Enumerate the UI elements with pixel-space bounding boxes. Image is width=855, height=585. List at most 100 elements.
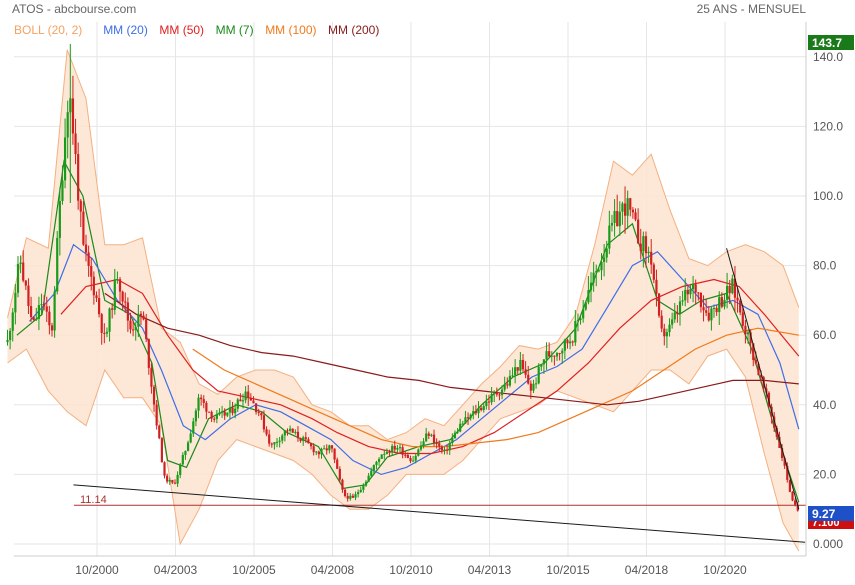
recent-trend-line bbox=[726, 248, 800, 510]
candle-body bbox=[778, 436, 781, 448]
candle-body bbox=[582, 309, 585, 319]
y-tick-label: 120.0 bbox=[813, 119, 843, 133]
candle-body bbox=[268, 434, 271, 444]
candle-body bbox=[186, 442, 190, 451]
high-badge-label: 143.7 bbox=[812, 36, 842, 50]
candle-body bbox=[495, 392, 498, 395]
candle-body bbox=[532, 383, 535, 391]
x-tick-label: 10/2020 bbox=[703, 563, 747, 577]
candle-body bbox=[752, 343, 755, 360]
candle-body bbox=[90, 265, 93, 277]
candle-body bbox=[414, 455, 417, 461]
candle-body bbox=[720, 297, 723, 307]
x-tick-label: 04/2013 bbox=[468, 563, 512, 577]
candle-body bbox=[775, 427, 778, 437]
candle-body bbox=[315, 451, 318, 453]
candle-body bbox=[27, 285, 30, 307]
x-tick-label: 10/2010 bbox=[389, 563, 433, 577]
candle-body bbox=[111, 308, 114, 310]
candle-body bbox=[435, 443, 438, 445]
candle-body bbox=[158, 425, 161, 439]
candle-body bbox=[710, 308, 713, 321]
period-label: 25 ANS - MENSUEL bbox=[697, 2, 807, 16]
candle-body bbox=[126, 302, 129, 321]
candle-body bbox=[87, 252, 90, 266]
y-tick-label: 0.000 bbox=[813, 537, 843, 551]
candle-body bbox=[498, 394, 501, 396]
candle-body bbox=[74, 133, 77, 155]
candle-body bbox=[401, 447, 404, 455]
candle-body bbox=[171, 479, 174, 483]
x-tick-label: 10/2015 bbox=[546, 563, 590, 577]
moving-average-line bbox=[192, 327, 799, 448]
candle-body bbox=[124, 301, 127, 303]
candle-body bbox=[202, 399, 205, 403]
candle-body bbox=[411, 460, 415, 462]
candle-body bbox=[516, 367, 519, 371]
candle-body bbox=[43, 304, 46, 307]
candle-body bbox=[558, 353, 561, 355]
candle-body bbox=[19, 262, 22, 264]
candle-body bbox=[508, 375, 512, 386]
candle-body bbox=[260, 413, 263, 416]
candle-body bbox=[663, 328, 666, 337]
candle-body bbox=[372, 465, 375, 471]
candle-body bbox=[715, 307, 718, 313]
candle-body bbox=[152, 386, 156, 405]
candle-body bbox=[249, 398, 252, 401]
candle-body bbox=[404, 454, 407, 456]
candle-body bbox=[121, 291, 124, 302]
candle-body bbox=[354, 494, 357, 498]
candle-body bbox=[446, 449, 449, 451]
legend-item: MM (7) bbox=[216, 23, 254, 37]
candle-body bbox=[545, 351, 548, 360]
candle-body bbox=[597, 270, 600, 272]
y-tick-label: 60.0 bbox=[813, 328, 837, 342]
moving-averages bbox=[16, 159, 800, 503]
candle-body bbox=[678, 301, 682, 315]
candle-body bbox=[563, 339, 566, 351]
candle-body bbox=[589, 282, 593, 291]
candle-body bbox=[629, 198, 632, 210]
candle-body bbox=[472, 411, 475, 415]
y-tick-label: 80.0 bbox=[813, 259, 837, 273]
candle-body bbox=[576, 319, 580, 322]
candle-body bbox=[343, 489, 347, 497]
candle-body bbox=[493, 392, 496, 394]
candle-body bbox=[657, 293, 661, 316]
candle-body bbox=[686, 289, 689, 295]
candle-body bbox=[357, 492, 360, 495]
candle-body bbox=[163, 462, 166, 476]
candle-body bbox=[506, 384, 509, 386]
candle-body bbox=[623, 203, 627, 216]
candle-body bbox=[9, 330, 12, 341]
candle-body bbox=[595, 271, 598, 273]
candle-body bbox=[84, 244, 88, 253]
candle-body bbox=[464, 417, 467, 424]
candle-body bbox=[231, 407, 234, 414]
candle-body bbox=[289, 428, 292, 431]
candle-body bbox=[241, 400, 245, 402]
candle-body bbox=[257, 412, 260, 414]
bollinger-upper bbox=[7, 49, 800, 441]
legend-item: MM (20) bbox=[103, 23, 148, 37]
candle-body bbox=[634, 212, 637, 220]
last-badge-label: 9.27 bbox=[812, 507, 836, 521]
candle-body bbox=[626, 198, 629, 216]
candle-body bbox=[723, 299, 726, 307]
candle-body bbox=[92, 276, 95, 296]
candle-body bbox=[574, 321, 577, 343]
candle-body bbox=[480, 407, 483, 411]
candle-body bbox=[466, 417, 470, 419]
candle-body bbox=[270, 443, 273, 445]
candle-body bbox=[647, 251, 650, 254]
candle-body bbox=[103, 332, 106, 334]
candle-body bbox=[56, 237, 59, 292]
candle-body bbox=[11, 312, 14, 331]
candle-body bbox=[113, 279, 116, 310]
candle-body bbox=[228, 407, 232, 413]
candle-body bbox=[304, 437, 307, 440]
candle-body bbox=[571, 341, 574, 343]
candle-body bbox=[45, 306, 48, 312]
